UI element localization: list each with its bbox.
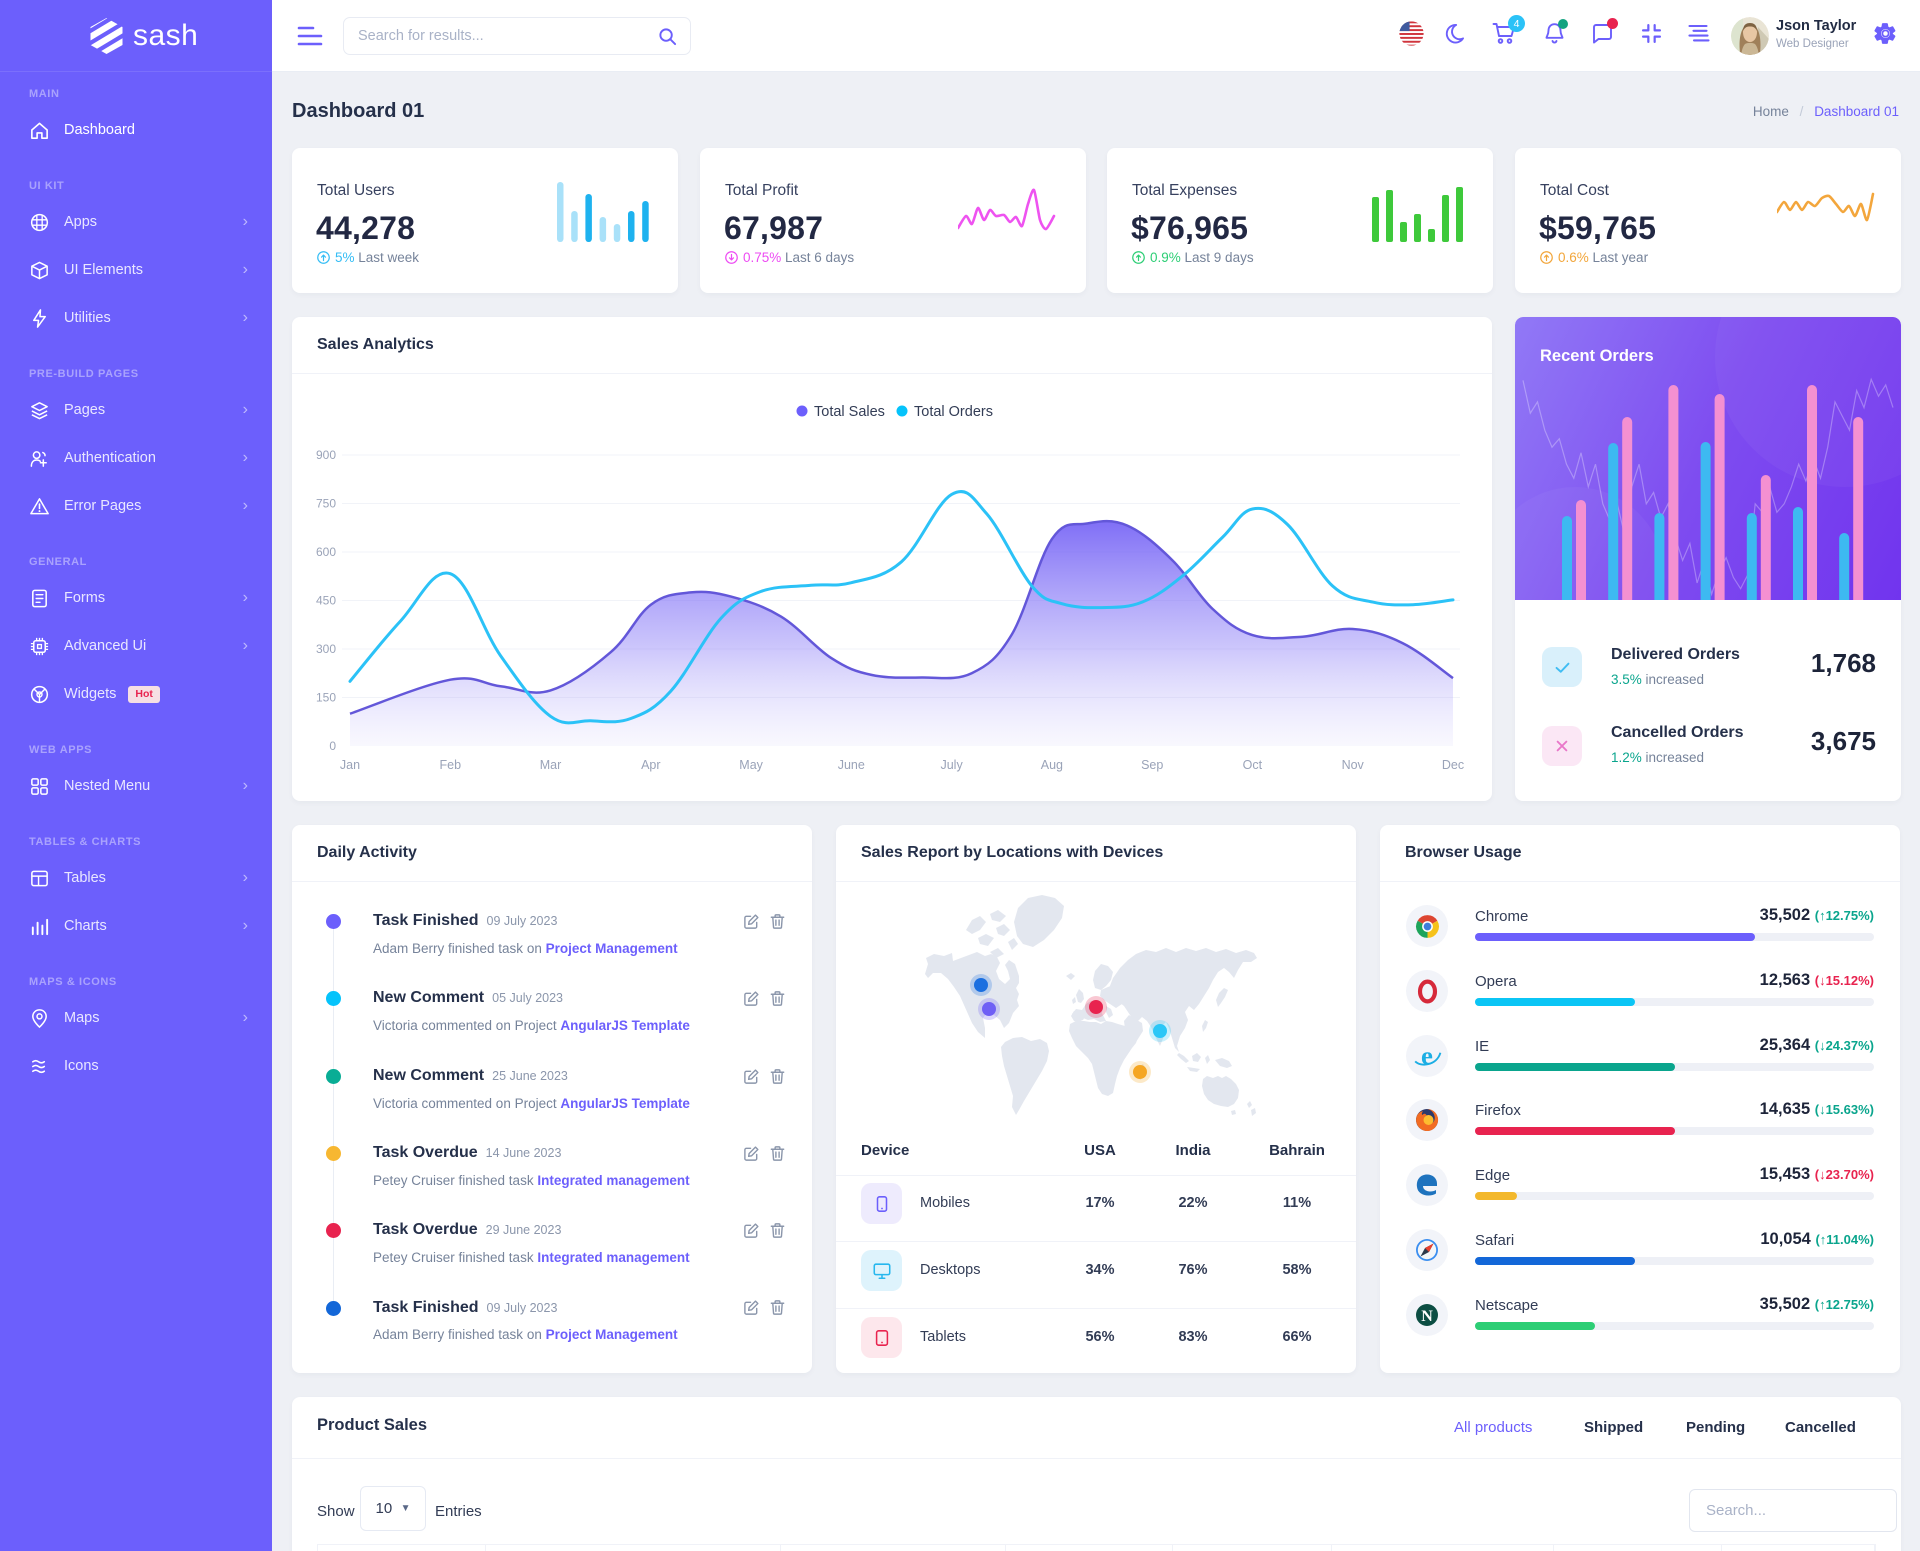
svg-text:July: July (940, 758, 963, 772)
svg-text:0: 0 (329, 739, 336, 753)
svg-text:150: 150 (316, 691, 336, 705)
svg-text:750: 750 (316, 497, 336, 511)
svg-text:Total Sales: Total Sales (814, 404, 885, 420)
svg-text:Nov: Nov (1342, 758, 1365, 772)
svg-text:Aug: Aug (1041, 758, 1063, 772)
svg-text:600: 600 (316, 545, 336, 559)
svg-text:N: N (1421, 1308, 1433, 1325)
svg-text:300: 300 (316, 642, 336, 656)
svg-text:Total Orders: Total Orders (914, 404, 993, 420)
svg-text:900: 900 (316, 448, 336, 462)
svg-text:June: June (838, 758, 865, 772)
svg-text:Mar: Mar (540, 758, 562, 772)
svg-text:Jan: Jan (340, 758, 360, 772)
svg-text:May: May (739, 758, 763, 772)
svg-text:450: 450 (316, 594, 336, 608)
svg-text:Dec: Dec (1442, 758, 1464, 772)
svg-text:e: e (1421, 1041, 1433, 1071)
svg-text:Oct: Oct (1243, 758, 1263, 772)
svg-text:Apr: Apr (641, 758, 660, 772)
svg-text:Sep: Sep (1141, 758, 1163, 772)
svg-text:Feb: Feb (440, 758, 462, 772)
